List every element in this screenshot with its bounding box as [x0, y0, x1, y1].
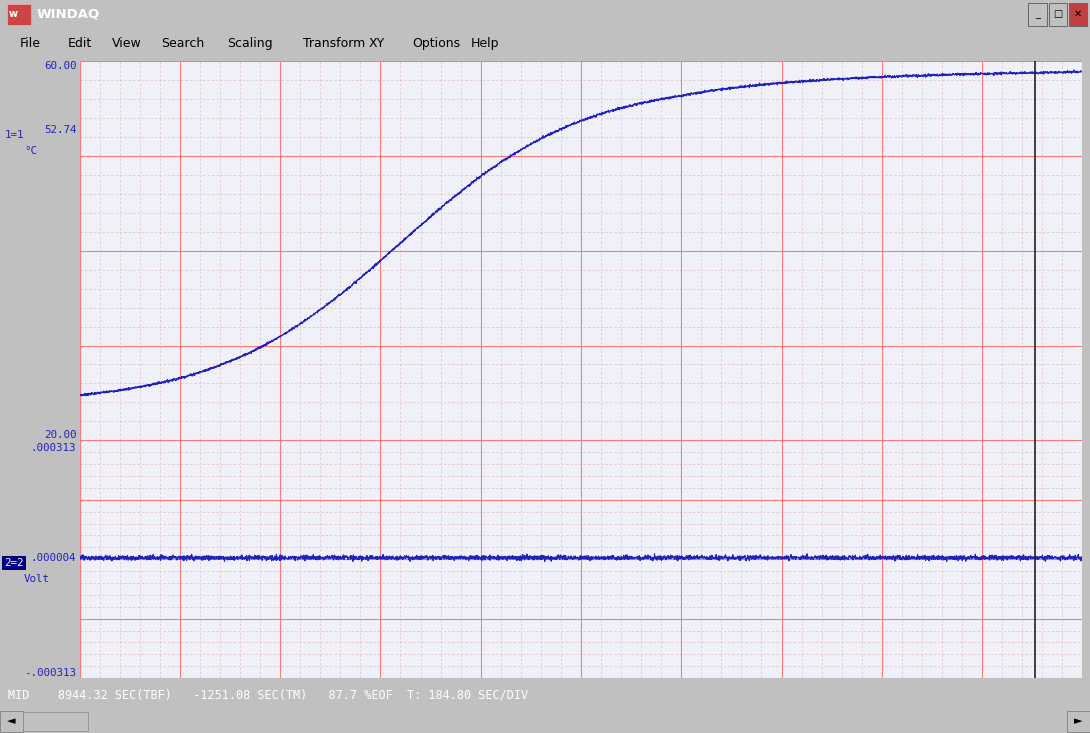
Text: -.000313: -.000313 — [24, 668, 76, 678]
Text: ◄: ◄ — [8, 716, 15, 726]
Bar — [1069, 3, 1088, 26]
Bar — [1067, 711, 1090, 732]
Text: XY: XY — [368, 37, 385, 50]
Text: w: w — [9, 9, 17, 19]
Text: Options: Options — [412, 37, 460, 50]
Text: 2=2: 2=2 — [4, 558, 24, 567]
Text: °C: °C — [24, 146, 37, 156]
Text: File: File — [20, 37, 40, 50]
Text: Edit: Edit — [68, 37, 92, 50]
Text: View: View — [112, 37, 142, 50]
Text: _: _ — [1036, 9, 1040, 19]
Text: □: □ — [1053, 9, 1063, 19]
Text: 20.00: 20.00 — [44, 430, 76, 441]
Bar — [23, 712, 88, 731]
Bar — [1029, 3, 1046, 26]
Text: 60.00: 60.00 — [44, 61, 76, 71]
Bar — [7, 4, 31, 25]
Text: Search: Search — [161, 37, 205, 50]
Text: ✕: ✕ — [1074, 9, 1082, 19]
Text: MID    8944.32 SEC(TBF)   -1251.08 SEC(TM)   87.7 %EOF  T: 184.80 SEC/DIV: MID 8944.32 SEC(TBF) -1251.08 SEC(TM) 87… — [8, 688, 528, 701]
Text: Volt: Volt — [24, 574, 50, 583]
Text: 52.74: 52.74 — [44, 125, 76, 135]
Text: Scaling: Scaling — [227, 37, 272, 50]
Text: .000004: .000004 — [31, 553, 76, 563]
Text: 1=1: 1=1 — [4, 130, 24, 140]
Text: WINDAQ: WINDAQ — [37, 7, 100, 21]
Text: Transform: Transform — [303, 37, 365, 50]
Text: Help: Help — [471, 37, 499, 50]
Bar — [0, 711, 23, 732]
Bar — [1049, 3, 1067, 26]
Text: ►: ► — [1075, 716, 1082, 726]
Text: .000313: .000313 — [31, 443, 76, 453]
